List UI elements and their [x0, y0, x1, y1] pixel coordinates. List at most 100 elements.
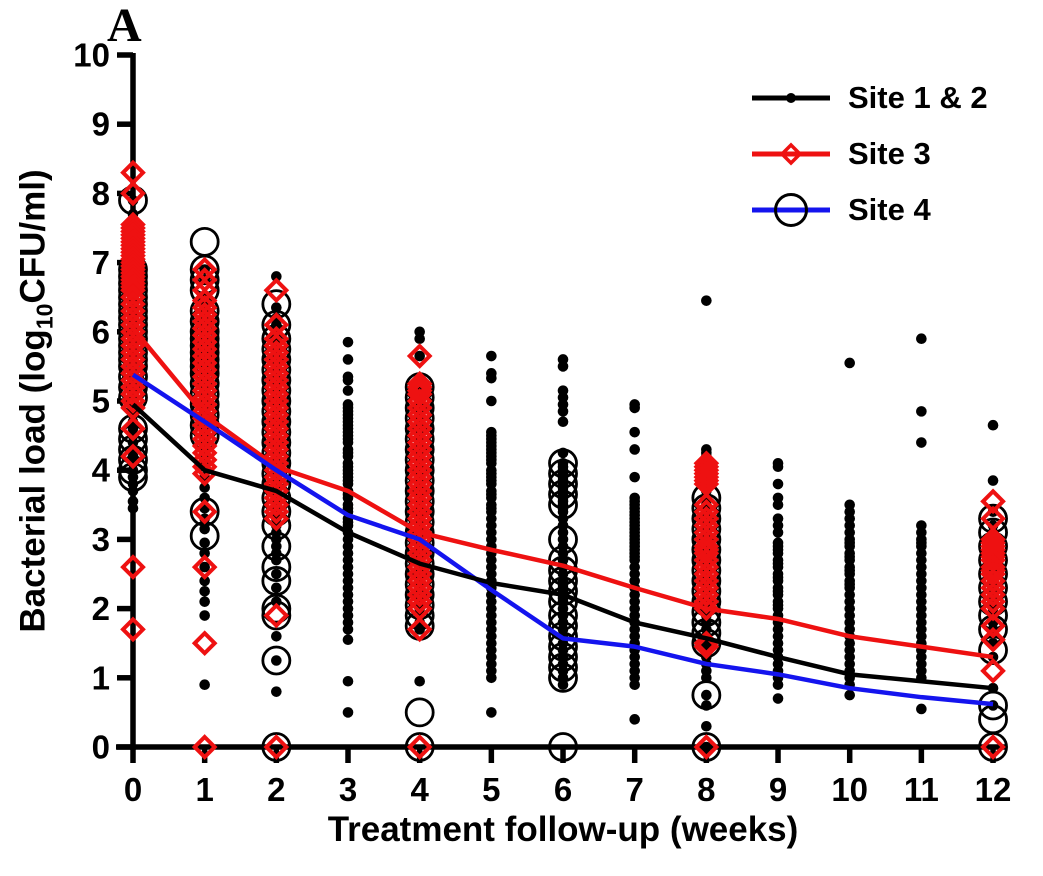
data-point	[263, 734, 290, 760]
tick-label: 9	[92, 106, 110, 143]
data-point	[557, 416, 569, 428]
site-3-marker-icon	[752, 142, 830, 166]
data-point	[701, 720, 712, 732]
data-point	[772, 527, 784, 538]
data-point	[342, 374, 354, 386]
data-point	[701, 295, 712, 306]
data-point	[271, 271, 282, 282]
data-point	[701, 741, 712, 753]
data-point	[404, 732, 435, 762]
data-point	[263, 491, 290, 518]
data-point	[406, 343, 433, 369]
data-point	[271, 596, 282, 607]
tick-label: 0	[124, 771, 142, 808]
y-axis-title-subscript: 10	[31, 303, 58, 330]
trend-line-site-4	[131, 372, 994, 707]
data-point	[199, 575, 210, 587]
data-point	[772, 461, 784, 473]
data-point	[261, 645, 292, 676]
data-point	[486, 350, 497, 362]
data-point	[261, 732, 292, 762]
legend-label-site-1-2: Site 1 & 2	[848, 80, 988, 115]
data-point	[120, 443, 146, 470]
data-point	[987, 475, 999, 486]
data-point	[199, 679, 210, 691]
data-point	[342, 707, 354, 718]
tick-label: 0	[92, 729, 110, 766]
data-point	[987, 419, 999, 431]
data-point	[691, 732, 722, 762]
legend-item-site-1-2: Site 1 & 2	[748, 78, 988, 118]
data-point	[271, 686, 282, 697]
data-point	[772, 679, 784, 691]
data-point	[629, 679, 640, 691]
data-point	[557, 361, 569, 372]
x-axis-title: Treatment follow-up (weeks)	[327, 810, 799, 849]
trend-line-site-1-2	[131, 402, 994, 691]
data-point	[414, 333, 425, 345]
data-point	[342, 634, 354, 646]
data-point	[916, 406, 927, 417]
data-point	[342, 385, 354, 396]
data-point	[693, 588, 720, 615]
data-point	[199, 547, 210, 559]
data-point	[701, 689, 712, 701]
data-point	[342, 354, 354, 365]
data-point	[127, 485, 139, 497]
data-point	[486, 372, 497, 384]
data-point	[548, 732, 578, 762]
data-point	[342, 336, 354, 348]
data-point	[199, 586, 210, 597]
data-point	[199, 482, 210, 493]
data-point	[557, 679, 569, 691]
series-points-site-1-2	[127, 195, 999, 753]
data-point	[120, 381, 146, 407]
data-point	[844, 357, 855, 369]
data-point	[271, 655, 282, 666]
y-axis-title-prefix: Bacterial load (log	[13, 329, 53, 633]
tick-label: 12	[975, 771, 1012, 808]
data-point	[406, 616, 433, 643]
y-axis-title-suffix: CFU/ml)	[13, 169, 53, 304]
site-1-2-marker-icon	[752, 93, 830, 103]
data-point	[980, 581, 1006, 608]
data-point	[629, 714, 640, 725]
legend-item-site-4: Site 4	[748, 190, 988, 230]
data-point	[772, 478, 784, 490]
data-point	[980, 613, 1006, 639]
data-point	[978, 732, 1008, 762]
tick-label: 10	[73, 37, 110, 74]
tick-label: 1	[195, 771, 213, 808]
data-point	[980, 734, 1006, 760]
data-point	[191, 554, 218, 580]
data-point	[406, 588, 433, 615]
data-point	[263, 602, 290, 629]
data-point	[693, 633, 720, 660]
data-point	[189, 226, 220, 257]
tick-label: 4	[92, 452, 111, 489]
data-point	[916, 437, 927, 448]
data-point	[271, 554, 282, 566]
tick-label: 8	[697, 771, 715, 808]
tick-label: 7	[92, 244, 110, 281]
tick-label: 4	[411, 771, 430, 808]
panel-label: A	[107, 0, 142, 52]
data-point	[342, 675, 354, 687]
data-point	[414, 675, 425, 687]
tick-label: 2	[92, 590, 110, 627]
data-point	[414, 624, 425, 635]
site-4-marker-icon	[752, 193, 830, 227]
data-point	[263, 277, 290, 304]
tick-label: 1	[92, 659, 110, 696]
data-point	[199, 610, 210, 621]
data-point	[406, 734, 433, 760]
data-point	[263, 498, 290, 525]
data-point	[980, 626, 1006, 653]
data-point	[120, 180, 146, 207]
data-point	[191, 734, 218, 760]
data-point	[191, 630, 218, 657]
data-point	[199, 537, 210, 549]
data-point	[557, 406, 569, 417]
data-point	[342, 624, 354, 635]
